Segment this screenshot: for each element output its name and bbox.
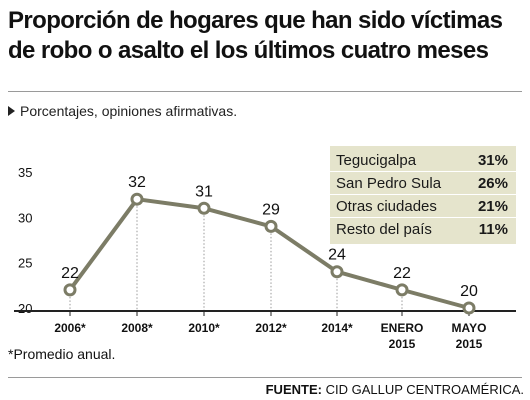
data-label: 20 xyxy=(460,283,478,300)
x-tick-label: 2006* xyxy=(54,321,86,335)
footer-divider xyxy=(8,377,522,378)
chart-title-line-2: de robo o asalto el los últimos cuatro m… xyxy=(8,37,489,64)
data-point xyxy=(63,283,77,297)
x-tick-label: 2010* xyxy=(188,321,220,335)
chart-subtitle-text: Porcentajes, opiniones afirmativas. xyxy=(20,103,238,119)
x-tick-label: MAYO xyxy=(452,321,487,335)
data-label: 22 xyxy=(61,265,79,282)
data-label: 31 xyxy=(195,183,213,200)
table-row: Resto del país 11% xyxy=(330,218,516,241)
table-row-value: 11% xyxy=(478,221,508,238)
x-tick-label: 2012* xyxy=(255,321,287,335)
city-breakdown-table: Tegucigalpa 31% San Pedro Sula 26% Otras… xyxy=(330,146,516,244)
table-row-value: 31% xyxy=(477,151,508,169)
footnote: *Promedio anual. xyxy=(8,346,116,362)
data-label: 24 xyxy=(328,247,346,264)
y-tick-label: 35 xyxy=(18,165,32,180)
chart-title-line-1: Proporción de hogares que han sido vícti… xyxy=(8,7,503,34)
table-row-value: 26% xyxy=(477,174,508,192)
x-tick-label-line-2: 2015 xyxy=(389,337,416,351)
table-row: San Pedro Sula 26% xyxy=(330,172,516,195)
table-row-label: Resto del país xyxy=(336,221,432,238)
table-row-value: 21% xyxy=(477,197,508,215)
source-text: CID GALLUP CENTROAMÉRICA. xyxy=(325,382,524,397)
x-tick-label: ENERO xyxy=(381,321,424,335)
chart-subtitle: Porcentajes, opiniones afirmativas. xyxy=(8,103,237,119)
title-divider xyxy=(8,91,522,92)
y-tick-label: 30 xyxy=(18,210,32,225)
table-row: Tegucigalpa 31% xyxy=(330,149,516,172)
data-point xyxy=(330,265,344,279)
data-point xyxy=(130,192,144,206)
table-row-label: Tegucigalpa xyxy=(336,151,417,169)
data-point xyxy=(264,219,278,233)
data-point xyxy=(462,301,476,315)
x-tick-label: 2008* xyxy=(121,321,153,335)
y-tick-label: 25 xyxy=(18,256,32,271)
table-row-label: Otras ciudades xyxy=(336,197,437,215)
data-label: 22 xyxy=(393,265,411,282)
data-label: 32 xyxy=(128,174,146,191)
table-row-label: San Pedro Sula xyxy=(336,174,442,192)
triangle-bullet-icon xyxy=(8,106,15,116)
source-label: FUENTE: xyxy=(265,382,322,397)
source-credit: FUENTE: CID GALLUP CENTROAMÉRICA. xyxy=(266,382,524,397)
y-tick-label: 20 xyxy=(18,301,32,316)
table-row: Otras ciudades 21% xyxy=(330,195,516,218)
data-label: 29 xyxy=(262,201,280,218)
data-point xyxy=(197,201,211,215)
chart-title: Proporción de hogares que han sido vícti… xyxy=(8,6,522,66)
x-tick-label: 2014* xyxy=(321,321,353,335)
data-point xyxy=(395,283,409,297)
x-tick-label-line-2: 2015 xyxy=(456,337,483,351)
